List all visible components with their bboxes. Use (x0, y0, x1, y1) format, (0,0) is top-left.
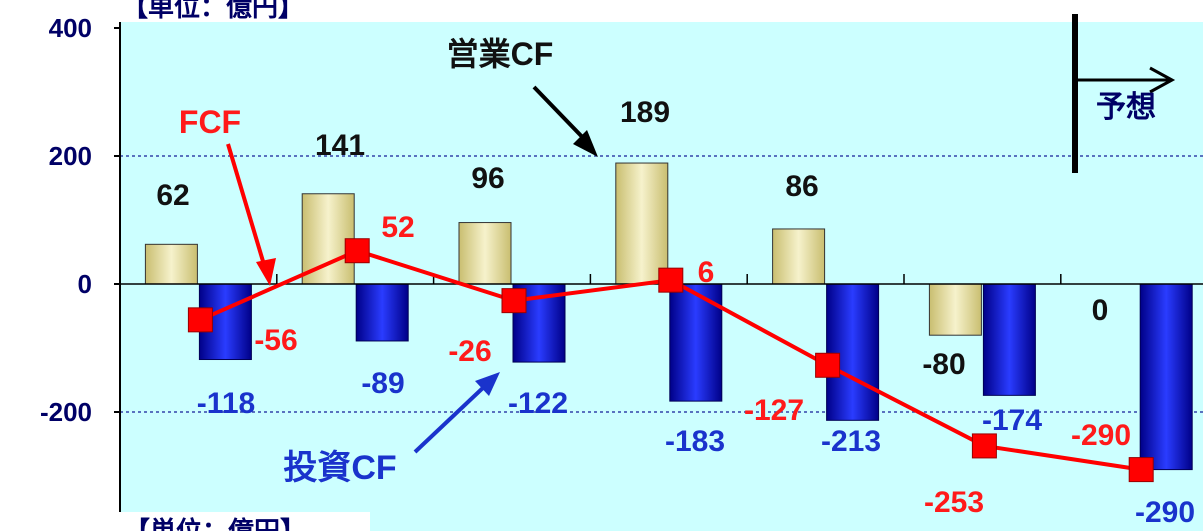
y-tick-label: -200 (40, 397, 92, 427)
y-tick-label: 200 (49, 141, 92, 171)
y-tick-label: 0 (78, 269, 92, 299)
inv-annotation: 投資CF (283, 372, 500, 487)
op-cf-bar (772, 228, 826, 285)
fcf-annotation: FCF (179, 104, 276, 286)
op-cf-value-label: 0 (1092, 294, 1109, 327)
op-cf-value-label: 86 (785, 170, 818, 203)
op-annotation: 営業CF (447, 36, 598, 157)
inv-cf-value-label: -183 (665, 425, 725, 458)
inv-cf-value-label: -122 (508, 387, 568, 420)
inv-cf-value-label: -290 (1135, 496, 1195, 529)
fcf-annotation-text: FCF (179, 104, 241, 140)
inv-cf-value-label: -213 (821, 425, 881, 458)
inv-arrow-shaft (413, 383, 488, 454)
fcf-marker (971, 433, 997, 459)
gridlines (120, 155, 1203, 413)
op-cf-annotation: 営業CF (447, 36, 554, 72)
op-cf-bar (458, 222, 512, 285)
inv-arrow-head (475, 372, 500, 396)
fcf-marker (815, 352, 841, 378)
inv-cf-value-label: -118 (197, 387, 255, 420)
fcf-value-label: -127 (744, 394, 804, 427)
op-cf-value-label: 141 (315, 129, 365, 162)
op-arrow-head (573, 130, 598, 157)
unit-label-bottom: 【単位：億円】 (124, 516, 306, 531)
y-axis-ticks: 400 200 0 -200 (40, 13, 120, 427)
inv-cf-annotation: 投資CF (283, 449, 396, 487)
inv-cf-value-label: -89 (361, 367, 404, 400)
op-cf-bar (928, 283, 982, 336)
y-tick-label: 400 (49, 13, 92, 43)
fcf-line (187, 238, 1154, 483)
fcf-value-label: 52 (381, 211, 414, 244)
fcf-arrow-head (256, 258, 276, 286)
op-arrow-shaft (532, 85, 592, 147)
fcf-value-label: -26 (448, 335, 491, 368)
fcf-value-label: -253 (924, 486, 984, 519)
forecast-marker: 予想 (1072, 14, 1176, 173)
fcf-value-label: -290 (1071, 419, 1131, 452)
unit-label-box (118, 512, 370, 531)
op-cf-bar (615, 162, 669, 285)
op-cf-value-label: 189 (620, 96, 670, 129)
op-cf-value-label: -80 (922, 348, 965, 381)
fcf-value-label: 6 (698, 256, 715, 289)
inv-cf-bar (355, 283, 409, 342)
fcf-marker (344, 238, 370, 264)
inv-cf-value-label: -174 (982, 404, 1042, 437)
unit-label-top: 【単位：億円】 (122, 0, 304, 22)
op-cf-bar (144, 243, 198, 285)
op-cf-value-label: 62 (156, 179, 189, 212)
fcf-value-label: -56 (254, 324, 297, 357)
fcf-arrow-shaft (226, 143, 267, 269)
inv-cf-bar (826, 283, 880, 421)
fcf-marker (658, 267, 684, 293)
fcf-marker (1128, 457, 1154, 483)
inv-cf-bar (982, 283, 1036, 396)
op-cf-value-label: 96 (471, 162, 504, 195)
inv-cf-bar (1139, 283, 1193, 471)
forecast-label: 予想 (1096, 91, 1156, 124)
fcf-marker (187, 307, 213, 333)
fcf-marker (501, 288, 527, 314)
